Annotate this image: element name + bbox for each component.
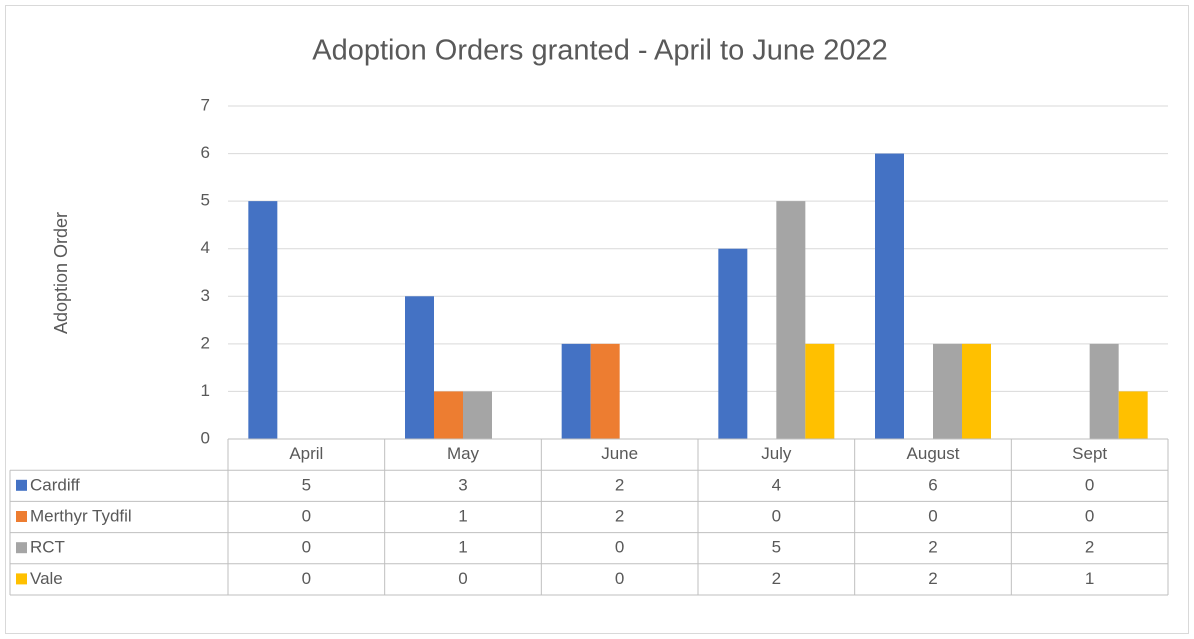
table-value: 3 <box>458 475 467 494</box>
x-tick-label: June <box>601 444 638 463</box>
table-value: 0 <box>302 506 311 525</box>
chart-border <box>5 5 1189 634</box>
y-tick-label: 7 <box>201 95 210 114</box>
legend-label: Merthyr Tydfil <box>30 506 132 525</box>
bar <box>434 391 463 439</box>
y-axis-label: Adoption Order <box>51 212 71 334</box>
legend-swatch <box>16 479 27 491</box>
bar <box>248 201 278 439</box>
table-value: 0 <box>302 569 311 588</box>
x-tick-label: May <box>447 444 480 463</box>
table-value: 2 <box>615 475 624 494</box>
x-tick-label: August <box>907 444 960 463</box>
bar <box>962 343 991 439</box>
x-tick-label: July <box>761 444 792 463</box>
y-tick-label: 2 <box>201 333 210 352</box>
bar <box>776 201 806 439</box>
chart-title: Adoption Orders granted - April to June … <box>312 35 888 67</box>
table-value: 2 <box>772 569 781 588</box>
y-tick-label: 6 <box>201 143 210 162</box>
table-value: 1 <box>458 506 467 525</box>
bar <box>1118 391 1148 439</box>
table-value: 2 <box>928 538 937 557</box>
legend-swatch <box>16 511 27 522</box>
table-value: 0 <box>302 538 311 557</box>
legend-swatch <box>16 573 27 585</box>
table-value: 2 <box>928 569 937 588</box>
table-value: 0 <box>458 569 467 588</box>
y-tick-label: 0 <box>201 428 210 447</box>
bar <box>561 343 591 439</box>
legend-swatch <box>16 542 27 554</box>
bar <box>463 391 492 439</box>
y-tick-label: 4 <box>201 238 210 257</box>
bar <box>718 248 748 439</box>
legend-label: Cardiff <box>30 475 80 494</box>
table-value: 2 <box>1085 538 1094 557</box>
table-value: 0 <box>1085 475 1094 494</box>
table-value: 0 <box>928 506 937 525</box>
table-value: 2 <box>615 506 624 525</box>
bar <box>405 296 434 439</box>
x-tick-label: April <box>289 444 323 463</box>
x-tick-label: Sept <box>1072 444 1107 463</box>
bar <box>1089 343 1119 439</box>
table-value: 0 <box>772 506 781 525</box>
table-value: 0 <box>615 569 624 588</box>
table-value: 5 <box>772 538 781 557</box>
table-value: 6 <box>928 475 937 494</box>
table-value: 0 <box>615 538 624 557</box>
table-value: 4 <box>772 475 781 494</box>
y-tick-label: 1 <box>201 381 210 400</box>
bar <box>875 153 904 440</box>
table-value: 1 <box>1085 569 1094 588</box>
bar <box>933 343 962 439</box>
legend-label: RCT <box>30 538 65 557</box>
y-tick-label: 3 <box>201 286 210 305</box>
table-value: 0 <box>1085 506 1094 525</box>
table-value: 5 <box>302 475 311 494</box>
y-tick-label: 5 <box>201 191 210 210</box>
legend-label: Vale <box>30 569 63 588</box>
bar <box>805 343 835 439</box>
table-value: 1 <box>458 538 467 557</box>
bar <box>590 343 620 439</box>
